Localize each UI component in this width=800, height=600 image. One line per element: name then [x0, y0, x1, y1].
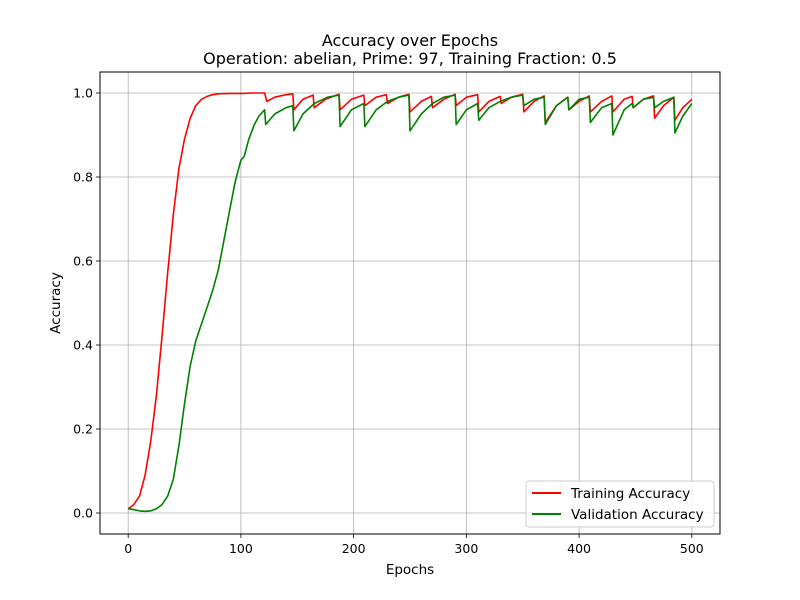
x-tick-label: 400 — [567, 541, 591, 556]
y-tick-label: 0.8 — [73, 170, 93, 185]
plot-frame — [99, 71, 721, 535]
x-tick-label: 200 — [342, 541, 366, 556]
y-tick-label: 1.0 — [73, 86, 93, 101]
series-lines — [127, 92, 693, 513]
grid — [100, 72, 720, 534]
chart-subtitle: Operation: abelian, Prime: 97, Training … — [203, 49, 617, 68]
y-tick-label: 0.4 — [73, 338, 93, 353]
x-tick-label: 300 — [454, 541, 478, 556]
x-tick-label: 500 — [680, 541, 704, 556]
axis-ticks: 0 100 200 300 400 500 0.0 0.2 0.4 0.6 0.8 1.0 — [73, 86, 704, 557]
legend-box — [525, 480, 715, 528]
x-tick-label: 0 — [124, 541, 132, 556]
legend-label-training: Training Accuracy — [570, 486, 690, 502]
chart-title: Accuracy over Epochs — [322, 31, 498, 50]
y-tick-label: 0.6 — [73, 254, 93, 269]
y-tick-label: 0.0 — [73, 506, 93, 521]
y-tick-label: 0.2 — [73, 422, 93, 437]
legend: Training Accuracy Validation Accuracy — [525, 480, 715, 528]
x-axis-label: Epochs — [386, 562, 434, 578]
x-tick-label: 100 — [229, 541, 253, 556]
validation-accuracy-line — [128, 94, 693, 513]
legend-label-validation: Validation Accuracy — [571, 507, 704, 523]
y-axis-label: Accuracy — [48, 272, 64, 334]
